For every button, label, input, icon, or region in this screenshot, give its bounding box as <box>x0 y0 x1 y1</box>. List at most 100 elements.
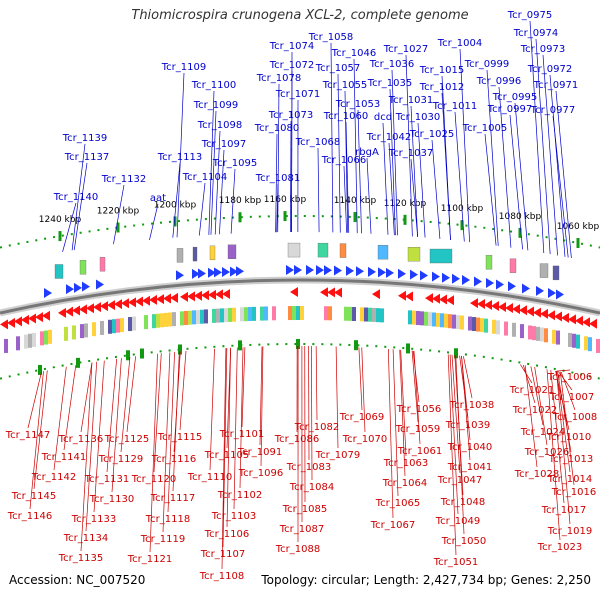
minus-leader-line <box>209 348 215 471</box>
minus-leader-line <box>315 346 318 421</box>
plus-leader-line <box>529 20 545 253</box>
minus-leader-line <box>557 371 572 453</box>
minus-gene-arrow <box>65 306 73 317</box>
minus-leader-line <box>221 348 227 570</box>
plus-gene-arrow <box>208 267 216 278</box>
minus-leader-line <box>413 350 421 445</box>
minus-leader-line <box>556 371 571 525</box>
minus-leader-line <box>556 369 571 372</box>
gene-block <box>260 306 264 321</box>
minus-gene-arrow <box>121 298 129 309</box>
plus-gene-arrow <box>176 270 184 281</box>
gene-block <box>288 306 292 321</box>
gene-block <box>572 333 576 348</box>
gene-block <box>209 245 216 261</box>
minus-gene-label: Tcr_1079 <box>315 450 360 461</box>
plus-gene-arrow <box>486 278 494 289</box>
gene-block <box>84 323 88 338</box>
minus-leader-line <box>179 350 187 431</box>
plus-gene-arrow <box>334 265 342 276</box>
minus-gene-label: Tcr_1142 <box>31 472 76 483</box>
minus-gene-arrow <box>21 314 29 325</box>
gene-block <box>220 308 224 323</box>
minus-leader-line <box>106 358 117 473</box>
plus-gene-arrow <box>236 266 244 277</box>
minus-gene-arrow <box>519 305 527 316</box>
minus-leader-line <box>392 349 399 497</box>
gene-block <box>32 332 36 347</box>
minus-leader-line <box>153 353 162 473</box>
minus-leader-line <box>546 369 561 541</box>
gene-block <box>108 319 112 334</box>
minus-gene-arrow <box>86 303 94 314</box>
minus-gene-label: Tcr_1056 <box>396 404 441 415</box>
gene-block <box>120 318 124 333</box>
minus-gene-arrow <box>107 300 115 311</box>
plus-gene-label: Tcr_1005 <box>462 123 507 134</box>
plus-leader-line <box>417 122 426 238</box>
gene-block <box>16 336 20 351</box>
gene-block <box>432 312 436 327</box>
plus-leader-line <box>514 102 529 251</box>
plus-gene-arrow <box>222 266 230 277</box>
plus-gene-label: Tcr_1025 <box>409 129 454 140</box>
minus-gene-label: Tcr_1050 <box>441 536 486 547</box>
plus-leader-line <box>337 73 341 233</box>
gene-block <box>368 307 372 322</box>
plus-gene-label: Tcr_1060 <box>323 111 368 122</box>
minus-leader-line <box>27 371 42 429</box>
minus-gene-arrow <box>568 314 576 325</box>
plus-gene-label: Tcr_1036 <box>369 59 414 70</box>
plus-gene-arrow <box>556 289 564 300</box>
plus-gene-label: Tcr_0997 <box>487 104 532 115</box>
gene-block <box>200 309 204 324</box>
plus-gene-arrow <box>420 270 428 281</box>
gene-block <box>468 316 472 331</box>
minus-gene-label: Tcr_1007 <box>549 392 594 403</box>
plus-gene-label: Tcr_0974 <box>513 28 558 39</box>
minus-gene-arrow <box>128 297 136 308</box>
gene-block <box>539 263 549 278</box>
plus-gene-label: Tcr_1080 <box>254 123 299 134</box>
plus-leader-line <box>230 168 236 234</box>
plus-gene-label: rbgA <box>355 147 379 158</box>
minus-gene-arrow <box>334 287 342 298</box>
plus-gene-label: Tcr_0973 <box>520 44 565 55</box>
minus-gene-arrow <box>554 311 562 322</box>
minus-gene-label: Tcr_1019 <box>547 526 592 537</box>
gene-block <box>428 312 432 327</box>
minus-leader-line <box>556 371 571 473</box>
plus-gene-arrow <box>230 266 238 277</box>
plus-leader-line <box>382 122 389 235</box>
gene-block <box>317 242 329 258</box>
minus-gene-label: Tcr_1047 <box>437 475 482 486</box>
minus-gene-arrow <box>180 291 188 302</box>
gene-block <box>192 246 198 262</box>
gene-block <box>232 307 236 322</box>
minus-gene-arrow <box>222 289 230 300</box>
plus-leader-line <box>210 110 217 235</box>
plus-gene-label: Tcr_1074 <box>269 41 314 52</box>
minus-gene-label: Tcr_1067 <box>370 520 415 531</box>
minus-leader-line <box>111 358 122 493</box>
minus-leader-line <box>80 362 93 552</box>
minus-gene-arrow <box>35 312 43 323</box>
minus-gene-label: Tcr_1116 <box>151 454 196 465</box>
plus-gene-arrow <box>432 271 440 282</box>
plus-gene-label: Tcr_1011 <box>432 101 477 112</box>
gene-block <box>160 313 164 328</box>
plus-gene-label: Tcr_0977 <box>530 105 575 116</box>
gene-block <box>520 324 524 339</box>
plus-leader-line <box>542 54 558 256</box>
minus-gene-arrow <box>290 287 298 298</box>
minus-gene-arrow <box>0 319 8 330</box>
minus-gene-arrow <box>72 305 80 316</box>
minus-gene-arrow <box>114 299 122 310</box>
minus-gene-label: Tcr_1023 <box>537 542 582 553</box>
minus-gene-label: Tcr_1064 <box>382 478 427 489</box>
plus-gene-arrow <box>398 268 406 279</box>
gene-block <box>172 312 176 327</box>
minus-leader-line <box>335 346 339 449</box>
minus-leader-line <box>461 355 471 461</box>
